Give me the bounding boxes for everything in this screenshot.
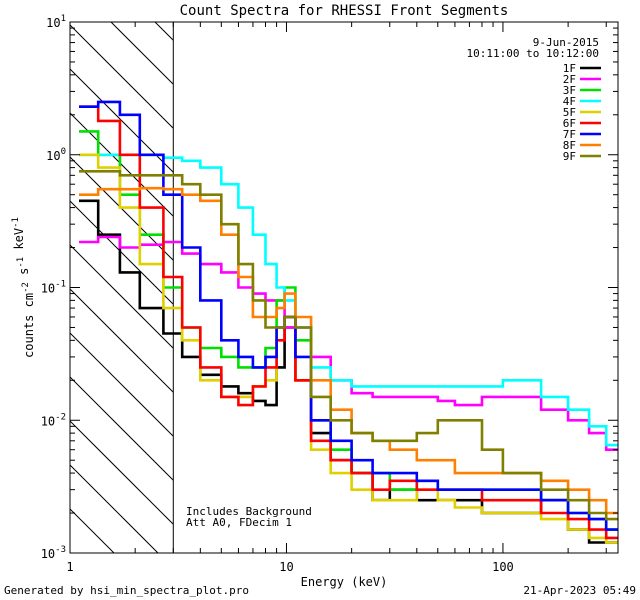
hatch-line bbox=[69, 420, 174, 525]
y-tick-label: 10-3 bbox=[41, 545, 66, 561]
hatch-line bbox=[69, 376, 174, 481]
y-tick-label: 100 bbox=[46, 147, 66, 163]
generated-by-text: Generated by hsi_min_spectra_plot.pro bbox=[4, 584, 249, 597]
hatch-line bbox=[69, 200, 174, 305]
hatch-line bbox=[69, 508, 115, 554]
y-tick-label: 10-2 bbox=[41, 412, 66, 428]
hatch-line bbox=[110, 21, 174, 85]
y-tick-label: 101 bbox=[46, 14, 66, 30]
legend-label-6f: 6F bbox=[563, 117, 576, 130]
annotation-attenuator: Att A0, FDecim 1 bbox=[186, 516, 292, 529]
series-line-5f bbox=[79, 153, 618, 544]
legend-label-2f: 2F bbox=[563, 73, 576, 86]
series-line-3f bbox=[79, 130, 618, 531]
plot-date: 9-Jun-2015 bbox=[533, 36, 599, 49]
series-line-9f bbox=[79, 170, 618, 521]
y-axis-label: counts cm-2 s-1 keV-1 bbox=[11, 217, 36, 358]
legend-label-8f: 8F bbox=[563, 139, 576, 152]
generated-timestamp: 21-Apr-2023 05:49 bbox=[523, 584, 636, 597]
hatch-line bbox=[69, 244, 174, 349]
hatch-line bbox=[154, 21, 174, 41]
legend-label-3f: 3F bbox=[563, 84, 576, 97]
hatch-line bbox=[69, 288, 174, 393]
series-line-4f bbox=[79, 153, 618, 447]
hatch-line bbox=[69, 332, 174, 437]
legend-label-7f: 7F bbox=[563, 128, 576, 141]
x-tick-label: 1 bbox=[66, 560, 73, 574]
y-tick-label: 10-1 bbox=[41, 280, 66, 296]
series-line-8f bbox=[79, 186, 618, 515]
x-tick-label: 100 bbox=[492, 560, 514, 574]
chart-title: Count Spectra for RHESSI Front Segments bbox=[180, 3, 509, 19]
series-line-1f bbox=[79, 199, 618, 544]
legend-label-5f: 5F bbox=[563, 106, 576, 119]
hatch-line bbox=[69, 24, 174, 129]
hatch-line bbox=[69, 68, 174, 173]
plot-time-range: 10:11:00 to 10:12:00 bbox=[467, 47, 599, 60]
x-tick-label: 10 bbox=[279, 560, 293, 574]
hatch-line bbox=[69, 464, 159, 554]
series-line-6f bbox=[79, 105, 618, 540]
legend-label-9f: 9F bbox=[563, 150, 576, 163]
series-line-7f bbox=[79, 100, 618, 531]
x-axis-label: Energy (keV) bbox=[301, 575, 388, 589]
legend-label-1f: 1F bbox=[563, 62, 576, 75]
annotation-background: Includes Background bbox=[186, 505, 312, 518]
hatched-region bbox=[69, 21, 174, 554]
series-line-2f bbox=[79, 235, 618, 451]
legend-label-4f: 4F bbox=[563, 95, 576, 108]
